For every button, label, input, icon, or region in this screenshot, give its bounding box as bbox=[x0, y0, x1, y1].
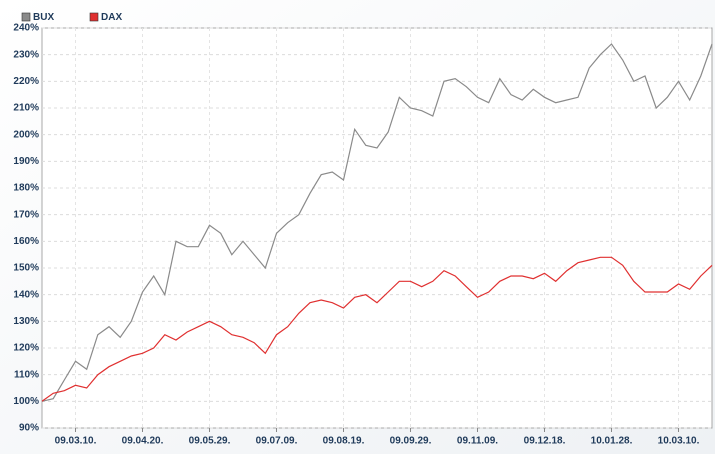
y-tick-label: 120% bbox=[13, 343, 39, 354]
x-tick-label: 09.12.18. bbox=[524, 436, 566, 447]
x-tick-label: 09.03.10. bbox=[55, 436, 97, 447]
y-tick-label: 110% bbox=[14, 369, 39, 380]
x-tick-label: 09.11.09. bbox=[457, 436, 498, 447]
y-tick-label: 180% bbox=[13, 183, 39, 194]
y-tick-label: 200% bbox=[13, 129, 39, 140]
legend-label: DAX bbox=[101, 12, 122, 23]
y-tick-label: 220% bbox=[13, 76, 39, 87]
y-tick-label: 150% bbox=[13, 263, 39, 274]
x-tick-label: 10.03.10. bbox=[658, 436, 700, 447]
y-tick-label: 90% bbox=[19, 423, 39, 434]
legend-swatch bbox=[21, 12, 31, 22]
y-tick-label: 100% bbox=[13, 396, 39, 407]
x-tick-label: 09.09.29. bbox=[390, 436, 432, 447]
x-tick-label: 09.08.19. bbox=[323, 436, 365, 447]
x-tick-label: 10.01.28. bbox=[591, 436, 633, 447]
legend-swatch bbox=[89, 12, 99, 22]
x-tick-label: 09.04.20. bbox=[122, 436, 164, 447]
y-tick-label: 130% bbox=[13, 316, 39, 327]
y-tick-label: 140% bbox=[13, 289, 39, 300]
series-line bbox=[41, 43, 713, 402]
y-tick-label: 160% bbox=[13, 236, 39, 247]
y-tick-label: 170% bbox=[13, 209, 39, 220]
y-tick-label: 210% bbox=[13, 103, 39, 114]
plot-area bbox=[41, 27, 713, 429]
x-tick-label: 09.07.09. bbox=[256, 436, 298, 447]
y-tick-label: 190% bbox=[13, 156, 39, 167]
y-tick-label: 240% bbox=[13, 23, 39, 34]
series-line bbox=[41, 256, 713, 402]
y-tick-label: 230% bbox=[13, 49, 39, 60]
legend-label: BUX bbox=[33, 12, 54, 23]
x-tick-label: 09.05.29. bbox=[189, 436, 231, 447]
